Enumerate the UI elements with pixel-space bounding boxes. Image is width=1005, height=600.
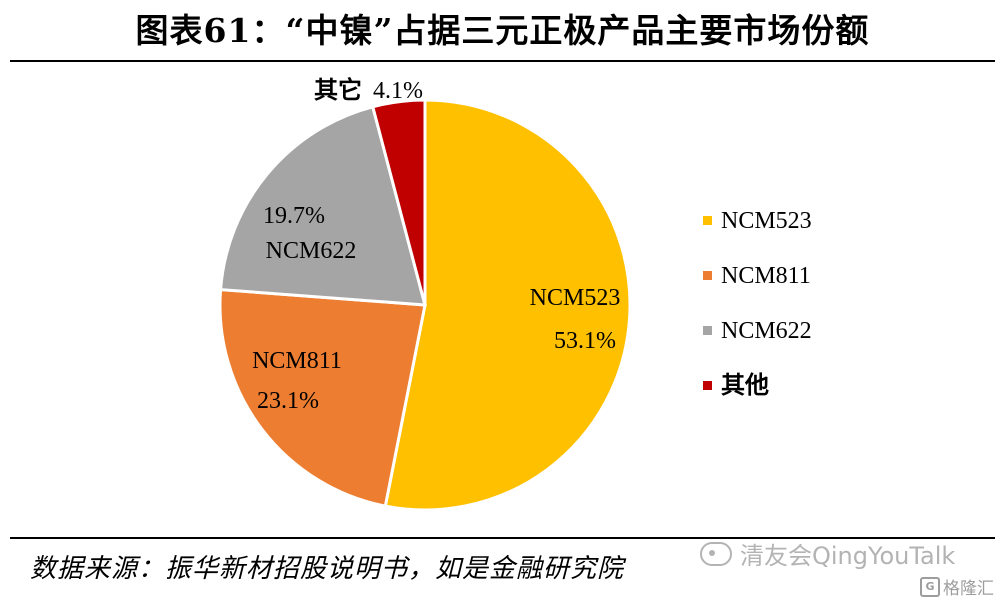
slice-label-name-ncm523: NCM523 xyxy=(530,285,621,311)
wechat-icon xyxy=(700,541,732,566)
legend-marker-1 xyxy=(703,216,712,225)
pie-slice-ncm523 xyxy=(383,98,632,512)
slice-label-value-ncm622: 19.7% xyxy=(263,203,325,229)
legend-label-2: NCM811 xyxy=(721,263,811,289)
watermark-text: 清友会QingYouTalk xyxy=(740,542,956,570)
chart-title: 图表61：“中镍”占据三元正极产品主要市场份额 xyxy=(135,11,870,50)
legend-label-3: NCM622 xyxy=(721,318,812,344)
bottom-rule xyxy=(10,537,995,539)
logo-icon: G xyxy=(920,576,940,597)
watermark: 清友会QingYouTalk xyxy=(700,536,955,571)
legend-label-4: 其他 xyxy=(721,372,769,399)
legend-marker-4 xyxy=(703,381,712,390)
logo-text: 格隆汇 xyxy=(943,579,994,599)
legend: NCM523 NCM811 NCM622 其他 xyxy=(703,208,812,399)
legend-marker-3 xyxy=(703,326,712,335)
slice-label-value-ncm523: 53.1% xyxy=(554,328,616,354)
pie-slice-其他 xyxy=(370,98,427,306)
source-note: 数据来源：振华新材招股说明书，如是金融研究院 xyxy=(30,554,625,584)
slice-label-value-ncm811: 23.1% xyxy=(257,388,319,414)
logo: G 格隆汇 xyxy=(920,574,994,599)
pie-slice-ncm811 xyxy=(218,287,427,508)
slice-label-value-other: 4.1% xyxy=(373,78,423,104)
pie-slice-ncm622 xyxy=(218,104,427,307)
top-rule xyxy=(10,60,995,62)
slice-label-name-ncm811: NCM811 xyxy=(252,348,342,374)
slice-label-name-ncm622: NCM622 xyxy=(266,238,357,264)
legend-marker-2 xyxy=(703,271,712,280)
legend-label-1: NCM523 xyxy=(721,208,812,234)
slice-label-name-other: 其它 xyxy=(314,76,362,104)
